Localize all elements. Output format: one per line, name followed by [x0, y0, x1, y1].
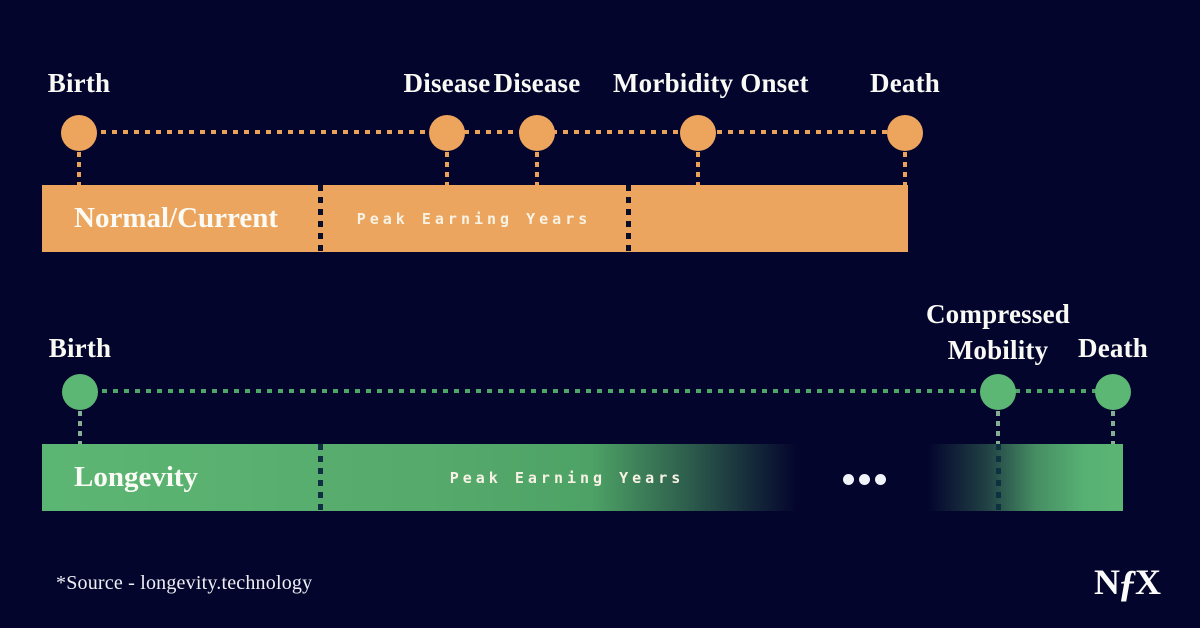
- top-connector-disease-1: [445, 152, 449, 185]
- ellipsis-dot-3: [875, 474, 886, 485]
- nfx-logo: N ƒ X: [1094, 560, 1161, 605]
- ellipsis-dot-2: [859, 474, 870, 485]
- bottom-marker-compressed-mobility: [980, 374, 1016, 410]
- top-connector-morbidity-onset: [696, 152, 700, 185]
- ellipsis-dot-1: [843, 474, 854, 485]
- top-event-label-disease-2: Disease: [493, 68, 581, 98]
- longevity-bar-segment-2: [928, 444, 1123, 511]
- top-marker-birth: [61, 115, 97, 151]
- bottom-event-label-death: Death: [1078, 333, 1148, 363]
- bottom-bar-divider: [318, 444, 323, 511]
- bottom-event-label-birth: Birth: [48, 333, 112, 363]
- top-event-label-death: Death: [870, 68, 940, 98]
- bottom-marker-birth: [62, 374, 98, 410]
- top-marker-disease-1: [429, 115, 465, 151]
- source-attribution: *Source - longevity.technology: [56, 572, 313, 594]
- top-connector-birth: [77, 152, 81, 185]
- top-marker-disease-2: [519, 115, 555, 151]
- ellipsis-dots: [843, 474, 886, 485]
- top-timeline-dotted-line: [79, 130, 905, 134]
- longevity-bar-segment-1: [42, 444, 805, 511]
- top-connector-death: [903, 152, 907, 185]
- compressed-mobility-line-2: Mobility: [947, 335, 1049, 365]
- bottom-timeline-dotted-line: [80, 389, 1113, 393]
- top-bar-divider-left: [318, 185, 323, 252]
- bottom-peak-earning-years-label: Peak Earning Years: [449, 468, 685, 487]
- top-connector-disease-2: [535, 152, 539, 185]
- compressed-mobility-line-1: Compressed: [925, 299, 1070, 329]
- top-bar-divider-right: [626, 185, 631, 252]
- nfx-logo-f: ƒ: [1118, 563, 1137, 605]
- nfx-logo-x: X: [1135, 562, 1161, 602]
- nfx-logo-n: N: [1094, 562, 1120, 602]
- top-event-label-morbidity-onset: Morbidity Onset: [613, 68, 809, 98]
- normal-current-bar: [42, 185, 908, 252]
- bottom-event-label-compressed-mobility: Compressed Mobility: [908, 296, 1088, 368]
- bottom-connector-birth: [78, 411, 82, 444]
- top-peak-earning-years-label: Peak Earning Years: [356, 209, 592, 228]
- longevity-bar-title: Longevity: [74, 461, 199, 493]
- top-event-label-birth: Birth: [47, 68, 111, 98]
- top-event-label-disease-1: Disease: [403, 68, 491, 98]
- top-marker-morbidity-onset: [680, 115, 716, 151]
- compressed-mobility-bar-divider: [996, 444, 1001, 511]
- bottom-connector-compressed-mobility: [996, 411, 1000, 444]
- normal-current-bar-title: Normal/Current: [74, 202, 279, 234]
- bottom-marker-death: [1095, 374, 1131, 410]
- top-marker-death: [887, 115, 923, 151]
- bottom-connector-death: [1111, 411, 1115, 444]
